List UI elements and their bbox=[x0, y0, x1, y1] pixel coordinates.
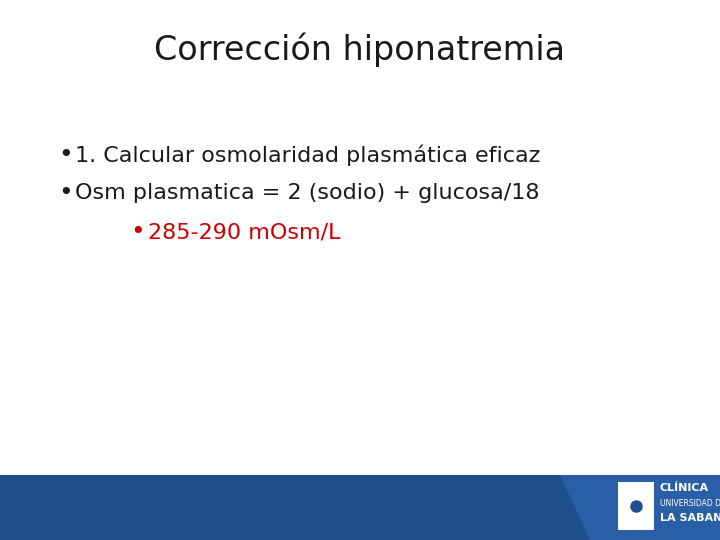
Text: •: • bbox=[58, 143, 73, 167]
Text: Osm plasmatica = 2 (sodio) + glucosa/18: Osm plasmatica = 2 (sodio) + glucosa/18 bbox=[75, 183, 539, 203]
Text: LA SABANA: LA SABANA bbox=[660, 513, 720, 523]
Text: 285-290 mOsm/L: 285-290 mOsm/L bbox=[148, 222, 341, 242]
Text: CLÍNICA: CLÍNICA bbox=[660, 483, 709, 493]
Text: •: • bbox=[130, 220, 145, 244]
Bar bbox=[0, 475, 720, 540]
Text: Corrección hiponatremia: Corrección hiponatremia bbox=[155, 33, 565, 68]
Bar bbox=[618, 482, 654, 530]
Text: 1. Calcular osmolaridad plasmática eficaz: 1. Calcular osmolaridad plasmática efica… bbox=[75, 144, 541, 166]
Text: •: • bbox=[58, 181, 73, 205]
Polygon shape bbox=[560, 475, 720, 540]
Text: UNIVERSIDAD DE: UNIVERSIDAD DE bbox=[660, 498, 720, 508]
